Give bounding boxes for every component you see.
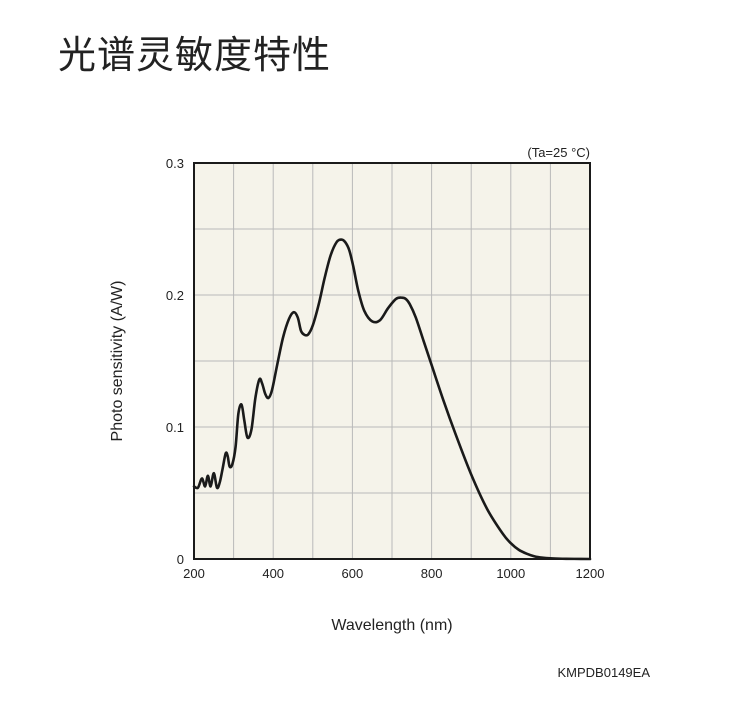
- page-title: 光谱灵敏度特性: [58, 33, 332, 77]
- x-tick-label: 600: [342, 566, 364, 581]
- y-axis-label: Photo sensitivity (A/W): [109, 281, 126, 442]
- x-tick-label: 200: [183, 566, 205, 581]
- grid: [194, 163, 590, 559]
- tick-labels: 200 400 600 800 1000 1200 0 0.1 0.2 0.3: [166, 156, 605, 581]
- plot-frame: [193, 162, 591, 560]
- y-tick-label: 0: [177, 552, 184, 567]
- x-tick-label: 400: [262, 566, 284, 581]
- x-tick-label: 1000: [496, 566, 525, 581]
- y-tick-label: 0.3: [166, 156, 184, 171]
- y-tick-label: 0.1: [166, 420, 184, 435]
- condition-label: (Ta=25 °C): [527, 145, 590, 160]
- x-axis-label: Wavelength (nm): [331, 617, 452, 634]
- figure-code: KMPDB0149EA: [558, 665, 651, 680]
- x-tick-label: 1200: [576, 566, 605, 581]
- sensitivity-curve: [192, 238, 592, 561]
- x-tick-label: 800: [421, 566, 443, 581]
- y-tick-label: 0.2: [166, 288, 184, 303]
